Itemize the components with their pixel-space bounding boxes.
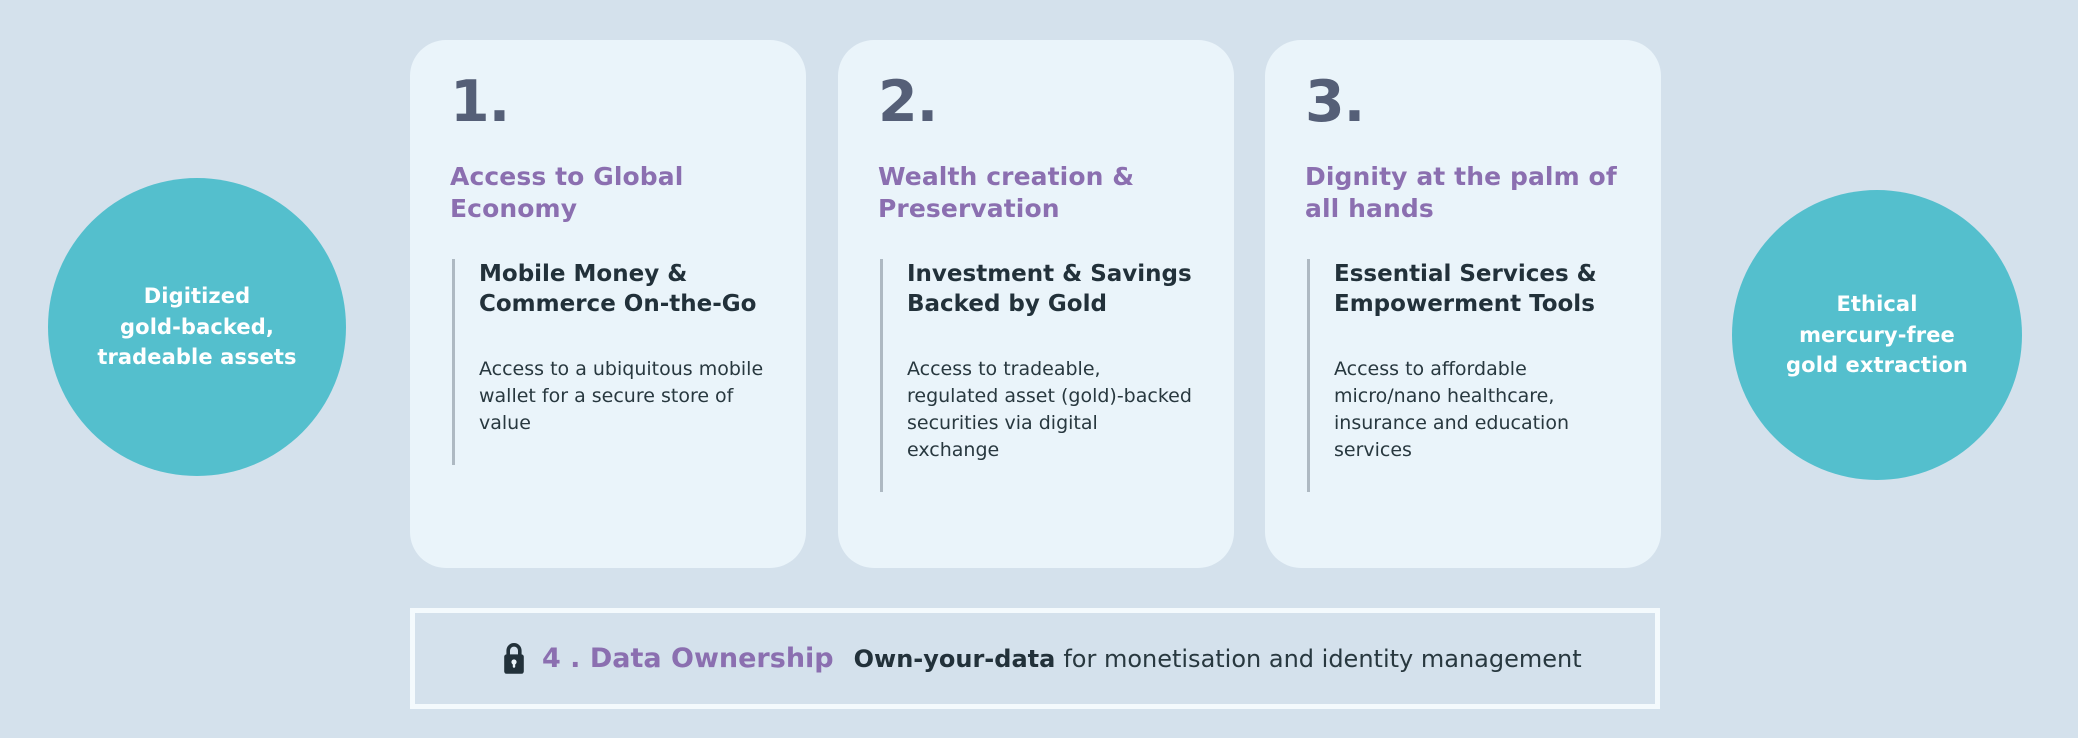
card-1-number: 1.: [450, 69, 510, 135]
circle-ethical-extraction: Ethical mercury-free gold extraction: [1732, 190, 2022, 480]
card-1-detail: Mobile Money & Commerce On-the-Go Access…: [452, 259, 766, 466]
card-2-detail-body: Access to tradeable, regulated asset (go…: [907, 357, 1192, 462]
circle-left-label: Digitized gold-backed, tradeable assets: [97, 284, 297, 370]
benefit-card-2: 2. Wealth creation & Preservation Invest…: [838, 40, 1234, 568]
card-2-detail: Investment & Savings Backed by Gold Acce…: [880, 259, 1194, 493]
card-2-heading: Wealth creation & Preservation: [878, 162, 1135, 223]
card-2-detail-title: Investment & Savings Backed by Gold: [907, 261, 1192, 318]
benefit-card-3: 3. Dignity at the palm of all hands Esse…: [1265, 40, 1661, 568]
card-1-detail-body: Access to a ubiquitous mobile wallet for…: [479, 357, 764, 435]
card-3-detail-title: Essential Services & Empowerment Tools: [1334, 261, 1597, 318]
data-ownership-banner: 4 . Data Ownership Own-your-data for mon…: [410, 608, 1660, 709]
banner-label: 4 . Data Ownership: [542, 643, 834, 674]
card-1-detail-title: Mobile Money & Commerce On-the-Go: [479, 261, 757, 318]
card-1-heading: Access to Global Economy: [450, 162, 684, 223]
circle-digitized-assets: Digitized gold-backed, tradeable assets: [48, 178, 346, 476]
card-2-number: 2.: [878, 69, 938, 135]
circle-right-label: Ethical mercury-free gold extraction: [1786, 292, 1968, 378]
banner-strong-text: Own-your-data: [853, 644, 1056, 673]
card-3-number: 3.: [1305, 69, 1365, 135]
benefit-card-1: 1. Access to Global Economy Mobile Money…: [410, 40, 806, 568]
banner-content: 4 . Data Ownership Own-your-data for mon…: [501, 642, 1582, 675]
lock-icon: [501, 642, 527, 675]
card-3-heading: Dignity at the palm of all hands: [1305, 162, 1617, 223]
banner-text: for monetisation and identity management: [1063, 644, 1582, 673]
card-3-detail-body: Access to affordable micro/nano healthca…: [1334, 357, 1569, 462]
card-3-detail: Essential Services & Empowerment Tools A…: [1307, 259, 1621, 493]
